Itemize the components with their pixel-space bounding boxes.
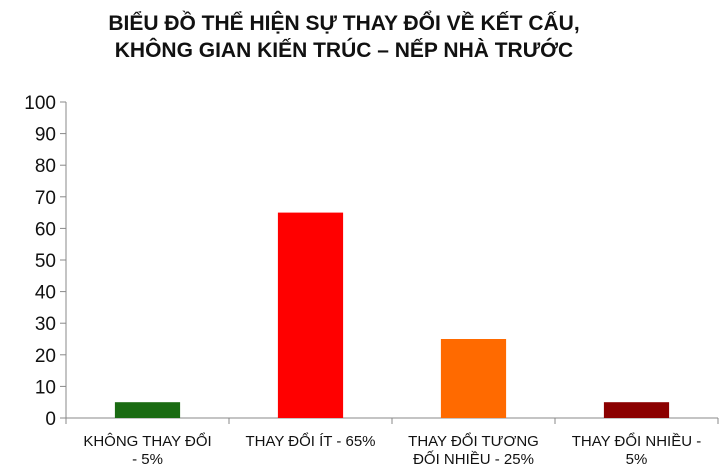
category-label: - 5% <box>132 451 163 468</box>
category-label: ĐỐI NHIỀU - 25% <box>413 450 534 468</box>
y-tick-label: 100 <box>24 93 56 114</box>
y-tick-label: 40 <box>35 283 56 304</box>
bar <box>440 339 507 418</box>
chart-title-line-1: BIỂU ĐỒ THỂ HIỆN SỰ THAY ĐỔI VỀ KẾT CẤU, <box>108 12 580 35</box>
y-tick-label: 60 <box>35 219 56 240</box>
y-tick-label: 70 <box>35 188 56 209</box>
category-label: THAY ĐỔI TƯƠNG <box>408 432 539 450</box>
category-label: KHÔNG THAY ĐỔI <box>83 432 211 450</box>
y-tick-label: 50 <box>35 251 56 272</box>
chart-title: BIỂU ĐỒ THỂ HIỆN SỰ THAY ĐỔI VỀ KẾT CẤU,… <box>0 10 728 64</box>
y-tick-label: 80 <box>35 156 56 177</box>
y-tick-label: 0 <box>45 409 56 430</box>
category-label: 5% <box>626 451 648 468</box>
bar <box>114 402 181 418</box>
category-label: THAY ĐỔI NHIỀU - <box>572 432 701 450</box>
bar <box>277 212 344 418</box>
y-tick-label: 90 <box>35 125 56 146</box>
y-tick-label: 10 <box>35 377 56 398</box>
y-tick-label: 30 <box>35 314 56 335</box>
chart-title-line-2: KHÔNG GIAN KIẾN TRÚC – NẾP NHÀ TRƯỚC <box>114 39 574 62</box>
category-label: THAY ĐỔI ÍT - 65% <box>245 432 375 450</box>
bar <box>603 402 670 418</box>
y-tick-label: 20 <box>35 346 56 367</box>
